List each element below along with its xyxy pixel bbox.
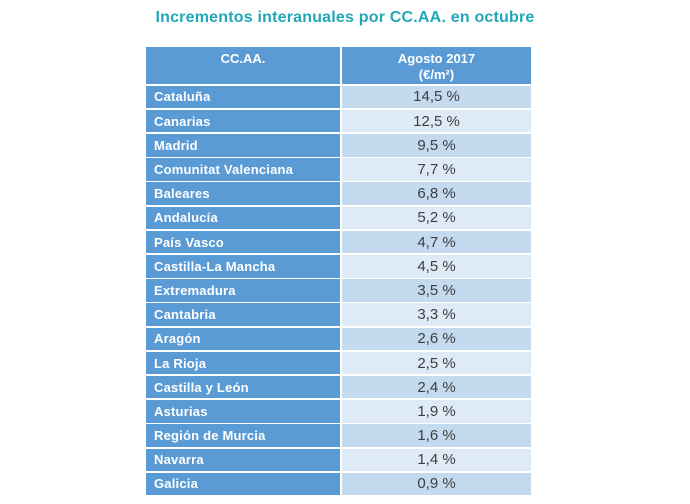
value-cell: 5,2 % (342, 206, 531, 230)
region-name-cell: Cantabria (146, 303, 340, 326)
region-name-cell: Navarra (146, 448, 340, 471)
region-name-cell: Aragón (146, 327, 340, 351)
value-cell: 1,4 % (342, 448, 531, 471)
region-name-cell: Madrid (146, 134, 340, 157)
region-name-cell: Galicia (146, 472, 340, 496)
value-cell: 1,9 % (342, 400, 531, 423)
region-name-cell: Cataluña (146, 85, 340, 109)
column-header-agosto-line2: (€/m²) (418, 67, 455, 82)
value-cell: 4,7 % (342, 230, 531, 254)
value-cell: 3,3 % (342, 303, 531, 326)
page-title: Incrementos interanuales por CC.AA. en o… (155, 9, 535, 26)
region-name-cell: Baleares (146, 182, 340, 205)
value-cell: 1,6 % (342, 424, 531, 447)
region-name-cell: Asturias (146, 400, 340, 423)
region-name-cell: Comunitat Valenciana (146, 158, 340, 181)
column-header-agosto-line1: Agosto 2017 (397, 51, 476, 66)
value-cell: 9,5 % (342, 134, 531, 157)
data-table: CC.AA. Agosto 2017 (€/m²) Cataluña 14,5 %… (146, 47, 531, 496)
value-cell: 4,5 % (342, 255, 531, 278)
value-cell: 12,5 % (342, 109, 531, 133)
region-name-cell: Castilla-La Mancha (146, 255, 340, 278)
region-name-cell: Andalucía (146, 206, 340, 230)
column-header-agosto-2017: Agosto 2017 (€/m²) (342, 47, 531, 84)
value-cell: 14,5 % (342, 85, 531, 109)
region-name-cell: Extremadura (146, 279, 340, 302)
region-name-cell: La Rioja (146, 351, 340, 375)
value-cell: 6,8 % (342, 182, 531, 205)
region-name-cell: Región de Murcia (146, 424, 340, 447)
value-cell: 2,5 % (342, 351, 531, 375)
value-cell: 2,6 % (342, 327, 531, 351)
column-header-ccaa: CC.AA. (146, 47, 340, 84)
value-cell: 0,9 % (342, 472, 531, 496)
region-name-cell: Canarias (146, 109, 340, 133)
value-cell: 2,4 % (342, 375, 531, 399)
region-name-cell: País Vasco (146, 230, 340, 254)
region-name-cell: Castilla y León (146, 375, 340, 399)
value-cell: 7,7 % (342, 158, 531, 181)
value-cell: 3,5 % (342, 279, 531, 302)
